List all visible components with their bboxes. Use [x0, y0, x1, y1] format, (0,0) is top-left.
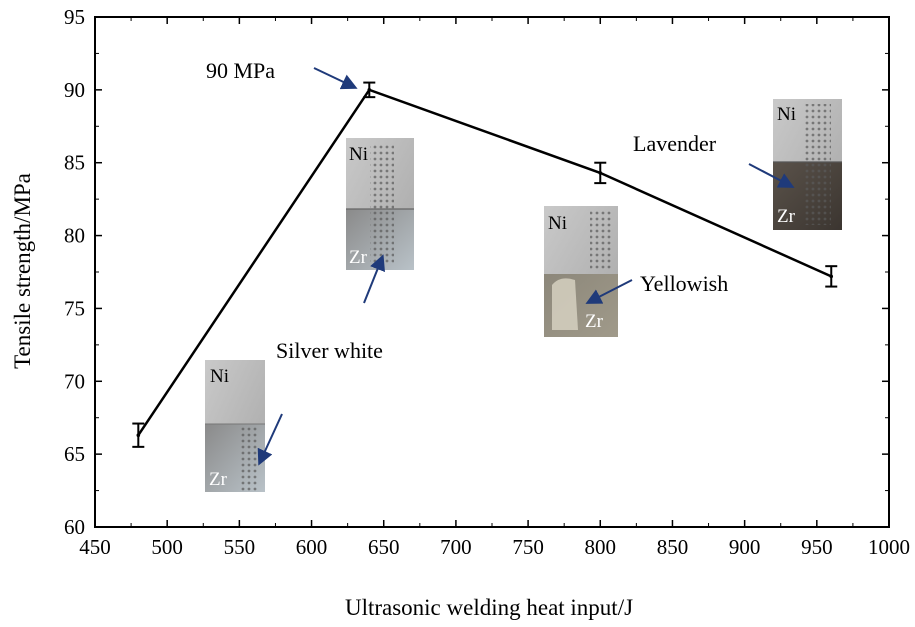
inset-3-top-label: Ni [548, 213, 567, 234]
inset-photo-silver-white: Ni Zr [346, 138, 414, 270]
y-tick-label: 60 [64, 515, 85, 539]
annotation-yellowish: Yellowish [640, 271, 728, 296]
inset-4-top-label: Ni [777, 104, 796, 125]
y-axis-label: Tensile strength/MPa [10, 173, 35, 369]
x-tick-label: 800 [585, 535, 617, 559]
inset-1-top-label: Ni [210, 366, 229, 387]
inset-photo-yellowish: Ni Zr [544, 206, 618, 337]
annotation-lavender: Lavender [633, 131, 717, 156]
inset-2-bottom-label: Zr [349, 247, 368, 268]
inset-photo-lavender: Ni Zr [773, 99, 842, 230]
inset-2-top-label: Ni [349, 144, 368, 165]
arrow-silver-white-up [363, 254, 385, 304]
y-tick-label: 90 [64, 78, 85, 102]
series [132, 81, 838, 448]
x-tick-label: 1000 [868, 535, 910, 559]
x-tick-label: 500 [151, 535, 183, 559]
data-point [598, 171, 603, 175]
arrow-lavender [748, 163, 795, 188]
x-tick-label: 950 [801, 535, 833, 559]
x-tick-label: 750 [512, 535, 544, 559]
arrow-yellowish [585, 279, 633, 304]
inset-1-bottom-label: Zr [209, 469, 228, 490]
y-tick-label: 85 [64, 151, 85, 175]
y-tick-label: 65 [64, 442, 85, 466]
x-tick-label: 650 [368, 535, 400, 559]
annotation-90-mpa: 90 MPa [206, 58, 275, 83]
ticks: 450 500 550 600 650 700 750 800 850 900 950 1000 60 6… [64, 5, 910, 559]
inset-photo-silver-white-low: Ni Zr [205, 360, 265, 492]
inset-4-bottom-label: Zr [777, 206, 796, 227]
x-tick-label: 850 [657, 535, 689, 559]
annotation-silver-white: Silver white [276, 338, 383, 363]
x-axis-label: Ultrasonic welding heat input/J [345, 595, 633, 620]
x-tick-label: 450 [79, 535, 111, 559]
x-tick-label: 900 [729, 535, 761, 559]
x-tick-label: 600 [296, 535, 328, 559]
y-tick-label: 80 [64, 224, 85, 248]
data-point [136, 433, 141, 438]
y-tick-label: 75 [64, 296, 85, 320]
data-point [829, 274, 834, 279]
arrow-90-mpa [313, 67, 358, 90]
inset-3-bottom-label: Zr [585, 311, 604, 332]
x-tick-label: 550 [224, 535, 256, 559]
data-point [367, 88, 372, 92]
arrow-silver-white-down [257, 413, 283, 466]
y-tick-label: 70 [64, 369, 85, 393]
y-tick-label: 95 [64, 5, 85, 29]
x-tick-label: 700 [440, 535, 472, 559]
series-line [137, 88, 832, 436]
